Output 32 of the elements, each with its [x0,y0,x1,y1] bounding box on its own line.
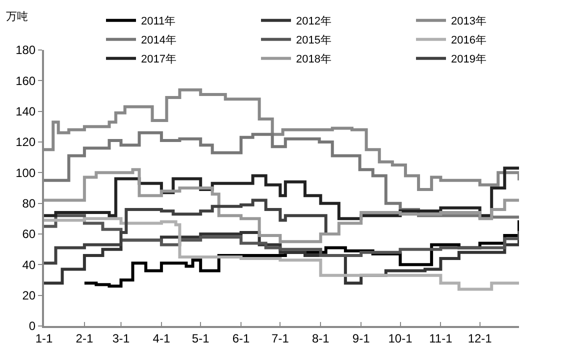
x-tick-label: 11-1 [429,331,453,346]
legend-label: 2017年 [141,54,176,66]
legend-label: 2015年 [296,34,332,47]
y-tick-label: 40 [22,258,36,272]
legend-label: 2013年 [451,16,486,28]
y-tick-label: 140 [16,104,36,119]
x-tick-label: 6-1 [232,331,250,346]
x-tick-label: 1-1 [35,331,53,346]
y-tick-label: 60 [22,227,36,242]
legend-label: 2016年 [451,34,486,47]
x-tick-label: 2-1 [76,331,94,346]
legend-label: 2019年 [451,54,486,66]
x-tick-label: 12-1 [468,331,492,346]
y-tick-label: 20 [22,288,36,303]
x-tick-label: 5-1 [192,331,210,346]
y-tick-label: 180 [16,43,36,58]
y-tick-label: 80 [22,196,36,211]
x-tick-label: 9-1 [352,331,370,346]
y-tick-label: 100 [16,166,36,180]
legend-label: 2018年 [296,54,332,66]
x-tick-label: 4-1 [152,331,170,346]
y-axis-title: 万吨 [6,10,28,23]
x-tick-label: 8-1 [312,331,330,346]
y-tick-label: 0 [28,319,36,334]
x-tick-label: 3-1 [112,331,130,346]
y-tick-label: 160 [16,74,36,88]
legend-label: 2011年 [141,16,176,28]
x-tick-label: 7-1 [272,331,290,346]
legend-label: 2014年 [141,34,176,47]
x-tick-label: 10-1 [388,331,413,346]
y-tick-label: 120 [16,135,36,150]
legend-label: 2012年 [296,16,332,28]
